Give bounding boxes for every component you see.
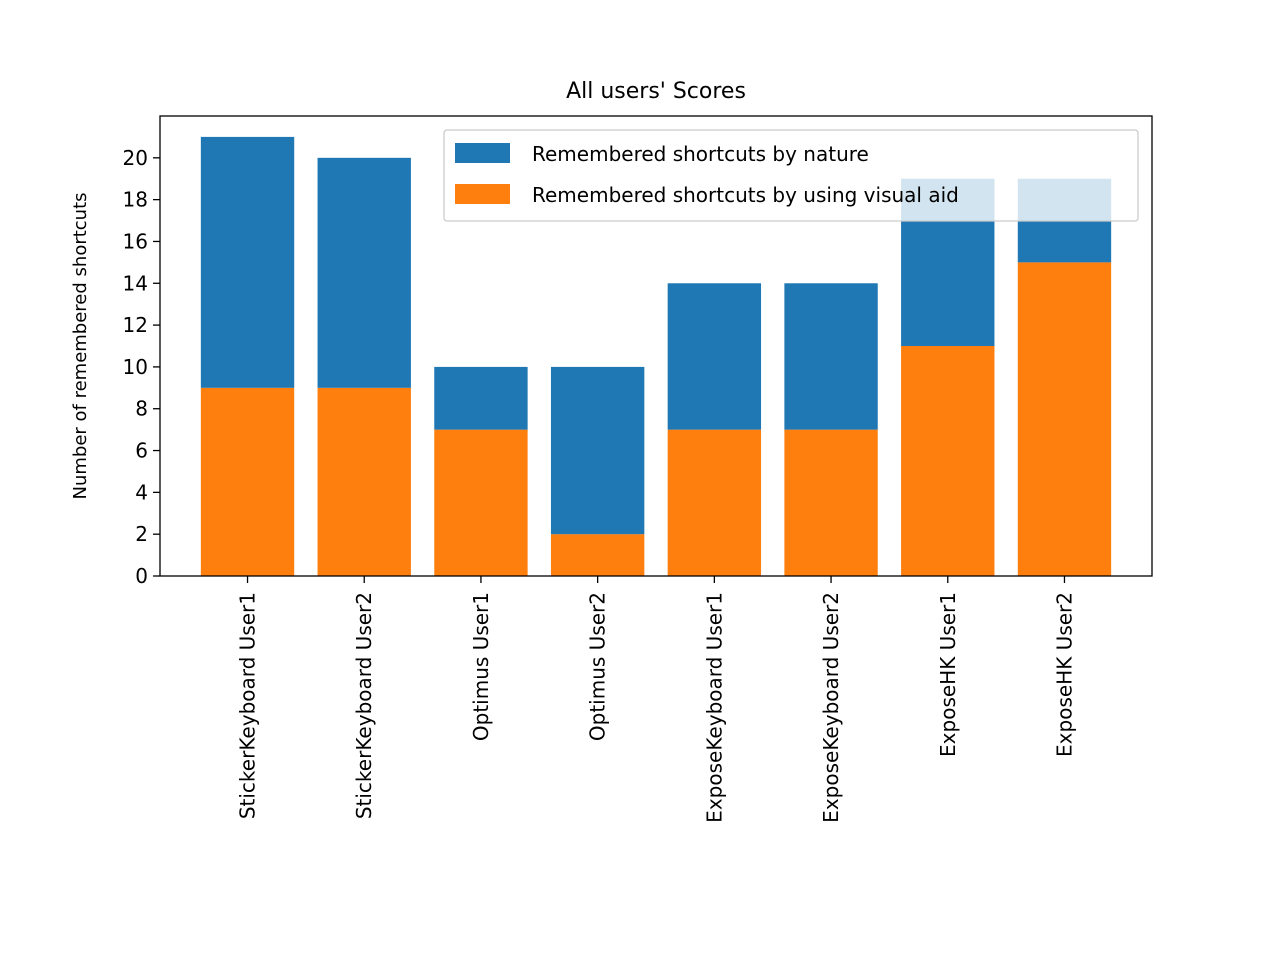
y-tick-label-4: 4	[135, 480, 148, 504]
x-tick-label-7: ExposeHK User2	[1052, 592, 1076, 757]
legend: Remembered shortcuts by nature Remembered…	[443, 129, 1139, 222]
y-tick-label-10: 10	[123, 355, 148, 379]
y-tick-label-20: 20	[123, 146, 148, 170]
x-tick-label-0: StickerKeyboard User1	[236, 592, 260, 819]
y-tick-label-18: 18	[123, 188, 148, 212]
bar-nature-4	[667, 283, 762, 430]
legend-label-1: Remembered shortcuts by using visual aid	[532, 183, 959, 207]
bars-layer	[200, 136, 1112, 576]
y-tick-label-8: 8	[135, 397, 148, 421]
legend-box	[443, 129, 1139, 222]
x-tick-label-5: ExposeKeyboard User2	[819, 592, 843, 823]
bar-nature-3	[550, 366, 645, 535]
bar-nature-0	[200, 136, 295, 388]
bar-visual-aid-3	[550, 534, 645, 576]
x-tick-label-4: ExposeKeyboard User1	[702, 592, 726, 823]
y-tick-label-2: 2	[135, 522, 148, 546]
bar-visual-aid-1	[317, 387, 411, 576]
x-tick-label-3: Optimus User2	[586, 592, 610, 741]
bar-visual-aid-2	[434, 429, 528, 576]
legend-label-0: Remembered shortcuts by nature	[532, 142, 869, 166]
legend-swatch-1	[455, 184, 510, 204]
axes-layer: 0 2 4 6 8 10 12 14 16 18 20 StickerKeyboard User1 St…	[123, 115, 1153, 823]
y-tick-label-0: 0	[135, 564, 148, 588]
y-tick-label-14: 14	[123, 271, 148, 295]
bar-nature-1	[317, 157, 411, 388]
bar-visual-aid-6	[901, 346, 995, 576]
chart-title: All users' Scores	[566, 79, 746, 104]
legend-swatch-0	[455, 143, 510, 163]
bar-visual-aid-0	[200, 387, 295, 576]
bar-nature-5	[784, 283, 878, 430]
x-tick-label-6: ExposeHK User1	[936, 592, 960, 757]
x-tick-label-1: StickerKeyboard User2	[352, 592, 376, 819]
x-tick-label-2: Optimus User1	[469, 592, 493, 741]
y-tick-label-12: 12	[123, 313, 148, 337]
bar-visual-aid-5	[784, 429, 878, 576]
plot-frame	[159, 115, 1153, 577]
y-axis-label: Number of remembered shortcuts	[70, 192, 91, 499]
y-tick-label-6: 6	[135, 439, 148, 463]
bar-visual-aid-4	[667, 429, 762, 576]
bar-nature-2	[434, 366, 528, 430]
bar-visual-aid-7	[1017, 262, 1112, 576]
y-tick-label-16: 16	[123, 229, 148, 253]
